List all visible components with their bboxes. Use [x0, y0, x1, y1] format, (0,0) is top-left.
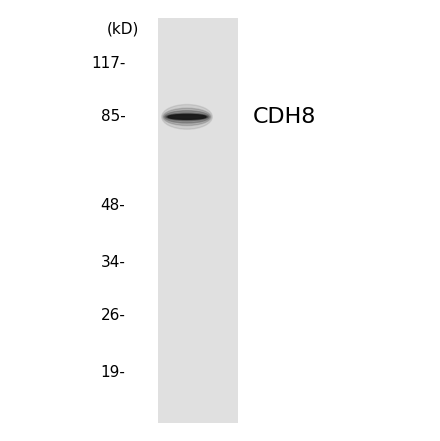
Ellipse shape — [161, 105, 212, 129]
Text: 85-: 85- — [101, 109, 125, 124]
Text: CDH8: CDH8 — [253, 107, 316, 127]
Text: 34-: 34- — [100, 255, 125, 270]
Ellipse shape — [165, 113, 209, 120]
Text: 117-: 117- — [91, 56, 125, 71]
Ellipse shape — [167, 115, 207, 119]
Ellipse shape — [163, 108, 211, 126]
Ellipse shape — [168, 114, 206, 120]
Ellipse shape — [164, 111, 210, 123]
Text: 26-: 26- — [100, 308, 125, 323]
Text: 48-: 48- — [101, 198, 125, 213]
Text: (kD): (kD) — [107, 21, 139, 36]
Text: 19-: 19- — [100, 365, 125, 380]
Bar — [158, 18, 238, 423]
